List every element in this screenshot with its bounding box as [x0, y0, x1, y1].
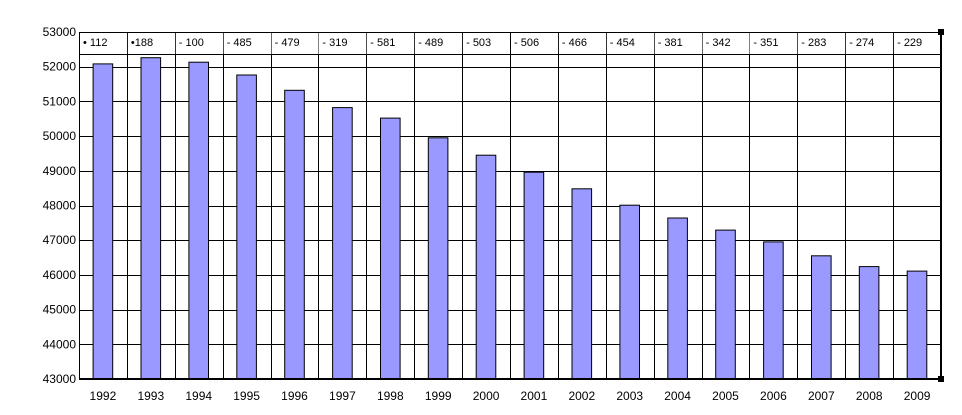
annotation-cell [367, 33, 415, 54]
data-label-2003: - 454 [610, 37, 635, 49]
bar-2008 [858, 266, 880, 380]
plot-border [79, 32, 941, 379]
bar-2006 [763, 241, 784, 380]
data-label-1998: - 581 [370, 37, 395, 49]
annotation-cell [319, 33, 367, 54]
x-tick-label: 1994 [185, 389, 212, 403]
annotation-cell [463, 33, 510, 54]
bar-1995 [236, 74, 257, 380]
x-tick-label: 2009 [904, 389, 931, 403]
x-tick-label: 2001 [521, 389, 548, 403]
data-label-1994: - 100 [179, 37, 204, 49]
annotation-cell [606, 33, 654, 54]
annotation-cell [175, 33, 223, 54]
x-tick-label: 1996 [281, 389, 308, 403]
x-tick-label: 1998 [377, 389, 404, 403]
y-tick-label: 53000 [43, 25, 77, 39]
y-tick-label: 46000 [43, 268, 77, 282]
x-tick-label: 2004 [664, 389, 691, 403]
annotation-cell [80, 33, 127, 54]
y-tick-label: 43000 [43, 372, 77, 386]
data-label-2005: - 342 [706, 37, 731, 49]
y-tick-label: 50000 [43, 129, 77, 143]
x-tick-label: 2007 [808, 389, 835, 403]
bar-2001 [523, 171, 545, 380]
data-label-1995: - 485 [227, 37, 252, 49]
annotation-cell [271, 33, 319, 54]
data-label-2009: - 229 [897, 37, 922, 49]
y-tick-label: 44000 [43, 337, 77, 351]
corner-marker [938, 29, 944, 35]
x-tick-label: 1992 [90, 389, 117, 403]
bar-2004 [667, 217, 688, 380]
bar-1993 [140, 57, 162, 380]
y-tick-label: 45000 [43, 303, 77, 317]
data-label-2002: - 466 [562, 37, 587, 49]
x-tick-label: 2002 [568, 389, 595, 403]
data-label-2000: - 503 [466, 37, 491, 49]
annotation-cell [798, 33, 846, 54]
x-tick-label: 1999 [425, 389, 452, 403]
bar-1996 [284, 89, 305, 380]
y-tick-label: 47000 [43, 233, 77, 247]
annotation-cell [223, 33, 271, 54]
bar-2000 [475, 154, 497, 380]
data-label-1993: •188 [131, 37, 153, 49]
bar-1998 [380, 117, 401, 380]
annotation-cell [846, 33, 894, 54]
data-label-2004: - 381 [658, 37, 683, 49]
bar-1997 [332, 107, 353, 380]
bar-1994 [188, 61, 209, 380]
data-label-1996: - 479 [275, 37, 300, 49]
x-tick-label: 2000 [473, 389, 500, 403]
corner-marker [938, 376, 944, 382]
bar-2007 [811, 255, 832, 380]
data-label-2007: - 283 [801, 37, 826, 49]
x-tick-label: 1997 [329, 389, 356, 403]
x-tick-label: 2005 [712, 389, 739, 403]
annotation-cell [558, 33, 606, 54]
annotation-cell [654, 33, 702, 54]
x-tick-label: 1995 [233, 389, 260, 403]
x-tick-label: 2008 [856, 389, 883, 403]
bar-2009 [906, 270, 928, 380]
y-tick-label: 52000 [43, 60, 77, 74]
x-tick-label: 1993 [137, 389, 164, 403]
bar-1999 [427, 137, 449, 380]
x-tick-label: 2006 [760, 389, 787, 403]
bar-2002 [571, 188, 593, 380]
data-label-2008: - 274 [849, 37, 874, 49]
y-tick-label: 49000 [43, 164, 77, 178]
annotation-cell [511, 33, 558, 54]
annotation-cell [750, 33, 798, 54]
bar-2003 [619, 204, 641, 380]
data-label-1997: - 319 [322, 37, 347, 49]
data-label-2001: - 506 [514, 37, 539, 49]
y-tick-label: 51000 [43, 94, 77, 108]
annotation-cell [127, 33, 175, 54]
annotation-cell [894, 33, 941, 54]
data-label-1999: - 489 [418, 37, 443, 49]
y-tick-label: 48000 [43, 199, 77, 213]
bar-2005 [715, 229, 736, 380]
annotation-cell [415, 33, 463, 54]
bar-1992 [92, 63, 114, 380]
annotation-cell [702, 33, 750, 54]
data-label-2006: - 351 [753, 37, 778, 49]
x-tick-label: 2003 [616, 389, 643, 403]
data-label-1992: • 112 [83, 37, 107, 49]
